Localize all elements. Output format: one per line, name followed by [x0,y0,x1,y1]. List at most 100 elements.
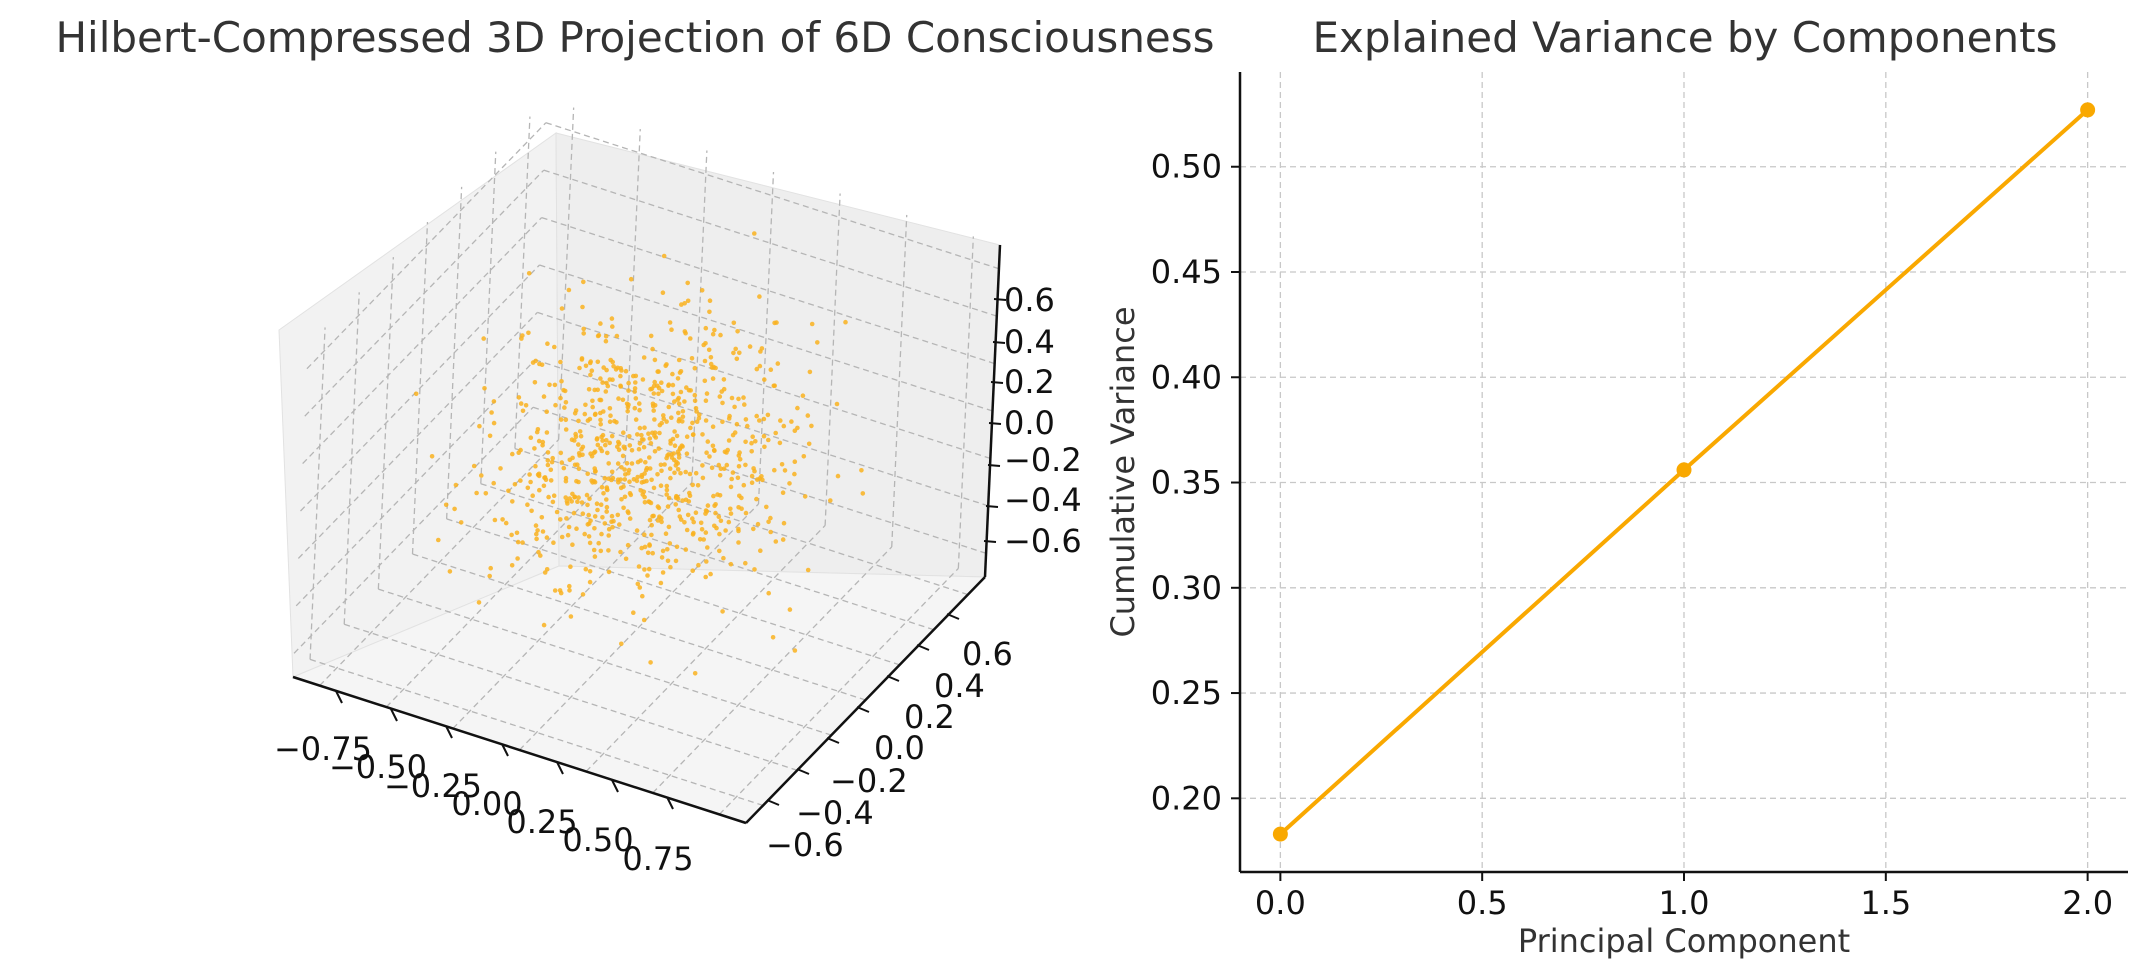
x-tick-label: 0.00 [451,785,522,823]
scatter-point [601,365,606,370]
scatter-point [664,483,670,489]
scatter-point [598,502,604,508]
scatter-point [676,451,681,457]
scatter-point [551,540,556,545]
scatter-point [703,341,708,346]
scatter-point [741,482,747,488]
x-tick-label: 0.25 [506,803,577,841]
scatter-point [566,524,572,530]
scatter-point [561,387,566,393]
scatter-point [567,588,572,593]
scatter-point [688,425,693,431]
scatter-point [585,471,590,477]
scatter-point [627,516,633,521]
scatter-point [711,493,716,499]
scatter-point [582,531,587,537]
x-tick-label: 2.0 [2062,884,2113,922]
scatter-point [533,358,538,364]
scatter-point [659,388,665,394]
scatter-point [700,463,705,468]
scatter-point [735,475,741,481]
scatter-point [749,449,754,454]
scatter-point [538,553,543,558]
scatter-point [576,479,581,485]
z-tick-label: −0.6 [1004,522,1082,560]
scatter-point [533,463,538,469]
scatter-point [834,401,840,407]
scatter-point [683,469,688,475]
scatter-point [626,470,631,476]
scatter-point [534,531,539,537]
scatter-point [646,566,652,572]
scatter-point [659,420,664,426]
scatter-point [636,564,642,569]
scatter-point [643,467,649,473]
scatter-point [615,365,620,371]
scatter-point [659,555,665,560]
scatter-point [645,550,651,556]
scatter-point [721,555,726,561]
grid-line [445,186,463,519]
scatter-point [591,547,597,553]
scatter-point [702,358,708,364]
scatter-point [795,405,800,411]
back-pane [555,132,1001,578]
scatter-point [711,364,717,370]
scatter-point [641,617,647,623]
scatter-point [661,253,667,259]
scatter-point [674,494,680,500]
scatter-point [752,231,757,236]
scatter-point [592,469,598,474]
scatter-point [557,588,563,593]
y-tick-label: −0.6 [766,826,844,864]
scatter-point [598,417,603,423]
scatter-point [669,455,675,460]
scatter-point [589,453,595,459]
scatter-point [781,423,787,429]
y-tick-label: 0.30 [1151,569,1222,607]
scatter-point [580,304,585,310]
scatter-point [775,361,781,366]
scatter-point [682,329,688,334]
scatter-point [622,467,627,472]
scatter-point [703,508,709,513]
scatter-point [770,635,776,640]
z-tick-label: 0.0 [1004,404,1055,442]
scatter-point [604,497,609,502]
scatter-point [607,419,613,425]
scatter-point [577,453,582,458]
grid-line [306,122,547,370]
scatter-point [487,433,493,439]
scatter-point [708,571,713,577]
scatter-point [664,492,669,497]
scatter-point [692,398,698,404]
scatter-point [628,276,634,282]
scatter-point [645,573,650,578]
scatter-point [670,391,676,397]
scatter-point [792,471,797,477]
scatter-point [692,671,698,676]
scatter-point [658,483,664,489]
x-tick-label: −0.75 [274,730,372,768]
scatter-point [642,544,648,550]
scatter-point [655,518,661,523]
scatter-point [792,648,798,653]
scatter-point [610,524,615,530]
scatter-point [641,355,647,360]
scatter-point [680,498,685,503]
scatter-point [664,419,669,424]
scatter-point [647,455,652,460]
scatter-point [568,564,573,569]
scatter-point [802,494,808,499]
scatter-point [692,365,698,371]
scatter-point [622,494,628,500]
scatter-point [718,518,724,524]
scatter-point [694,409,699,414]
scatter-point [649,522,654,528]
scatter-point [573,434,579,440]
scatter-point [680,409,686,414]
scatter-point [754,366,760,372]
scatter-point [782,468,788,473]
scatter-point [739,495,744,501]
scatter-point [558,517,563,522]
